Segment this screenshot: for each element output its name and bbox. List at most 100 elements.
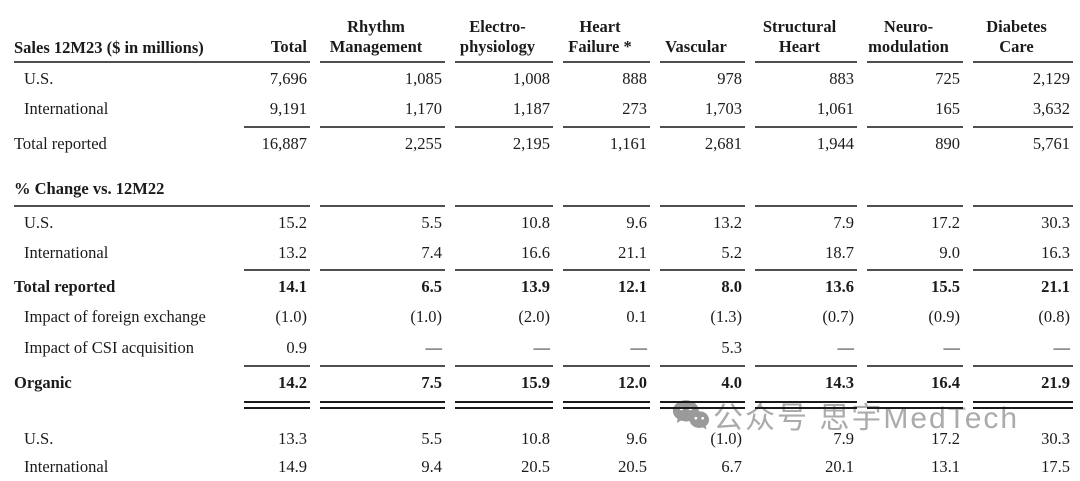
value-cell: 20.5 bbox=[521, 456, 550, 476]
value-cell: 273 bbox=[622, 99, 647, 119]
value-cell: 13.6 bbox=[825, 276, 854, 296]
row-label: Total reported bbox=[14, 133, 107, 153]
value-cell: 21.1 bbox=[618, 242, 647, 262]
value-cell: (0.8) bbox=[1038, 307, 1070, 327]
value-cell: 4.0 bbox=[721, 373, 742, 393]
double-rule-segment bbox=[867, 401, 963, 409]
row-label: Organic bbox=[14, 373, 72, 393]
rule-segment bbox=[660, 365, 745, 367]
rule-segment bbox=[563, 61, 650, 63]
rule-segment bbox=[14, 61, 310, 63]
rule-segment bbox=[973, 126, 1073, 128]
rule-segment bbox=[320, 365, 445, 367]
value-cell: 165 bbox=[935, 99, 960, 119]
value-cell: 2,681 bbox=[704, 133, 742, 153]
double-rule-segment bbox=[563, 401, 650, 409]
value-cell: 9,191 bbox=[269, 99, 307, 119]
rule-segment bbox=[455, 365, 553, 367]
value-cell: 16.6 bbox=[521, 242, 550, 262]
value-cell: 7.9 bbox=[833, 212, 854, 232]
rule-segment bbox=[244, 269, 310, 271]
rule-segment bbox=[755, 126, 857, 128]
table-row-international-sales: International 9,191 1,170 1,187 273 1,703 1,0… bbox=[12, 94, 1080, 125]
rule-segment bbox=[973, 205, 1073, 207]
section-spacer bbox=[12, 409, 1080, 425]
value-cell: 16,887 bbox=[261, 133, 307, 153]
organic-double-rule bbox=[12, 401, 1080, 409]
totals-overline-rule bbox=[12, 269, 1080, 271]
table-row-fx-impact: Impact of foreign exchange (1.0) (1.0) (2.… bbox=[12, 302, 1080, 333]
value-cell: 0.9 bbox=[286, 338, 307, 358]
value-cell: 21.9 bbox=[1041, 373, 1070, 393]
column-header-electrophysiology: Electro- physiology bbox=[459, 16, 536, 56]
rule-segment bbox=[563, 269, 650, 271]
value-cell: 13.9 bbox=[521, 276, 550, 296]
value-cell: (0.9) bbox=[928, 307, 960, 327]
value-cell: 978 bbox=[717, 68, 742, 88]
column-header-vascular: Vascular bbox=[665, 36, 727, 56]
value-cell: (1.3) bbox=[710, 307, 742, 327]
value-cell: 7.4 bbox=[421, 242, 442, 262]
value-cell: 7.9 bbox=[833, 428, 854, 448]
row-label: U.S. bbox=[24, 212, 54, 232]
value-cell: 5,761 bbox=[1032, 133, 1070, 153]
rule-segment bbox=[455, 61, 553, 63]
rule-segment bbox=[660, 205, 745, 207]
value-cell: 12.0 bbox=[618, 373, 647, 393]
value-cell: 890 bbox=[935, 133, 960, 153]
rule-segment bbox=[973, 269, 1073, 271]
value-cell: 17.5 bbox=[1041, 456, 1070, 476]
table-row-organic: Organic 14.2 7.5 15.9 12.0 4.0 14.3 16.4 21.9 bbox=[12, 368, 1080, 399]
table-row-total-reported-pct: Total reported 14.1 6.5 13.9 12.1 8.0 13.6 15.… bbox=[12, 272, 1080, 302]
rule-segment bbox=[660, 61, 745, 63]
value-cell: — bbox=[943, 338, 961, 358]
rule-segment bbox=[244, 126, 310, 128]
rule-segment bbox=[14, 205, 310, 207]
rule-segment bbox=[755, 269, 857, 271]
value-cell: 1,161 bbox=[609, 133, 647, 153]
header-underline-rule bbox=[12, 61, 1080, 63]
column-header-diabetes-care: Diabetes Care bbox=[986, 16, 1047, 56]
value-cell: 15.2 bbox=[278, 212, 307, 232]
value-cell: 13.2 bbox=[278, 242, 307, 262]
value-cell: 1,944 bbox=[816, 133, 854, 153]
value-cell: 12.1 bbox=[618, 276, 647, 296]
row-label: International bbox=[24, 99, 109, 119]
value-cell: (1.0) bbox=[410, 307, 442, 327]
rule-segment bbox=[867, 61, 963, 63]
value-cell: 2,195 bbox=[512, 133, 550, 153]
rule-segment bbox=[563, 365, 650, 367]
table-header-row: Sales 12M23 ($ in millions) Total Rhythm… bbox=[12, 8, 1080, 60]
rule-segment bbox=[455, 126, 553, 128]
value-cell: 9.0 bbox=[939, 242, 960, 262]
value-cell: 14.2 bbox=[278, 373, 307, 393]
value-cell: 17.2 bbox=[931, 212, 960, 232]
table-row-csi-impact: Impact of CSI acquisition 0.9 — — — 5.3 — — — bbox=[12, 333, 1080, 364]
value-cell: 13.3 bbox=[278, 428, 307, 448]
row-label: Impact of CSI acquisition bbox=[24, 338, 195, 358]
double-rule-segment bbox=[660, 401, 745, 409]
organic-overline-rule bbox=[12, 365, 1080, 367]
value-cell: 20.5 bbox=[618, 456, 647, 476]
value-cell: 17.2 bbox=[931, 428, 960, 448]
value-cell: 15.9 bbox=[521, 373, 550, 393]
row-label: International bbox=[24, 242, 109, 262]
value-cell: — bbox=[533, 338, 551, 358]
rule-segment bbox=[320, 269, 445, 271]
value-cell: 7.5 bbox=[421, 373, 442, 393]
value-cell: 20.1 bbox=[825, 456, 854, 476]
table-row-total-reported-sales: Total reported 16,887 2,255 2,195 1,161 2,68… bbox=[12, 129, 1080, 159]
value-cell: 883 bbox=[829, 68, 854, 88]
value-cell: 13.1 bbox=[931, 456, 960, 476]
value-cell: 21.1 bbox=[1041, 276, 1070, 296]
value-cell: (1.0) bbox=[275, 307, 307, 327]
value-cell: 5.2 bbox=[721, 242, 742, 262]
value-cell: (0.7) bbox=[822, 307, 854, 327]
rule-segment bbox=[320, 126, 445, 128]
section-underline-rule bbox=[12, 205, 1080, 207]
double-rule-segment bbox=[973, 401, 1073, 409]
rule-segment bbox=[320, 61, 445, 63]
value-cell: 30.3 bbox=[1041, 212, 1070, 232]
value-cell: 15.5 bbox=[931, 276, 960, 296]
